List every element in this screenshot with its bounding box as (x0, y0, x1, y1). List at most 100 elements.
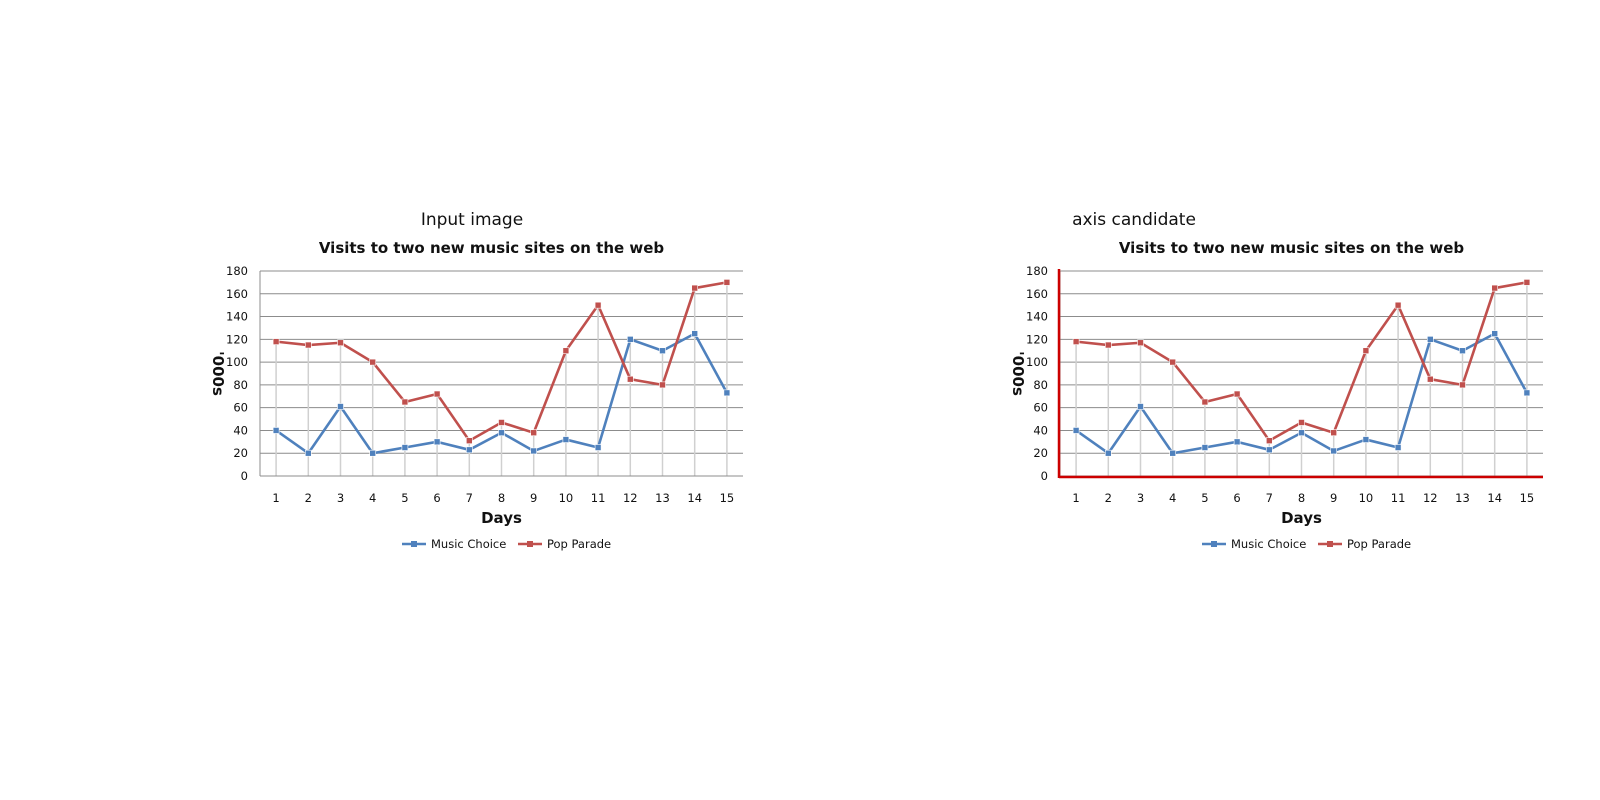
y-tick-label: 60 (1033, 401, 1048, 415)
data-point (1459, 381, 1466, 389)
legend-marker (1211, 541, 1217, 547)
data-point (723, 389, 731, 397)
data-point (1330, 429, 1338, 437)
x-tick-label: 6 (1233, 491, 1240, 505)
x-tick-label: 12 (623, 491, 638, 505)
y-axis-title: '000s (1009, 351, 1027, 396)
x-tick-label: 9 (1330, 491, 1337, 505)
x-tick-label: 7 (1266, 491, 1273, 505)
data-point (433, 390, 441, 398)
data-point (1233, 390, 1241, 398)
y-tick-label: 160 (226, 287, 248, 301)
data-point (1265, 437, 1273, 444)
y-tick-label: 180 (226, 264, 248, 278)
data-point (433, 438, 441, 446)
y-tick-label: 20 (233, 446, 248, 460)
data-point (1072, 338, 1080, 345)
x-tick-label: 1 (272, 491, 279, 505)
y-tick-label: 80 (1033, 378, 1048, 392)
data-point (369, 358, 377, 366)
y-tick-label: 140 (1026, 310, 1048, 324)
x-tick-label: 14 (1487, 491, 1502, 505)
y-tick-label: 20 (1033, 446, 1048, 460)
data-point (1104, 341, 1112, 349)
legend-marker (1327, 541, 1333, 547)
x-tick-label: 12 (1423, 491, 1438, 505)
data-point (594, 301, 602, 309)
x-tick-label: 11 (591, 491, 606, 505)
x-tick-label: 5 (401, 491, 408, 505)
data-point (562, 347, 570, 355)
data-point (1104, 449, 1112, 457)
x-tick-label: 13 (655, 491, 670, 505)
data-point (1137, 339, 1144, 347)
chart-svg: Visits to two new music sites on the web… (1009, 239, 1543, 551)
data-point (337, 403, 344, 410)
y-tick-label: 0 (241, 469, 248, 483)
data-point (369, 449, 377, 457)
x-tick-label: 5 (1201, 491, 1208, 505)
legend-marker (411, 541, 417, 547)
data-point (1523, 389, 1531, 397)
data-point (1523, 279, 1531, 286)
data-point (1426, 336, 1434, 343)
x-tick-label: 7 (466, 491, 473, 505)
data-point (1298, 429, 1305, 437)
x-tick-label: 3 (337, 491, 344, 505)
data-point (272, 427, 280, 434)
data-point (626, 336, 634, 343)
series-line (275, 281, 728, 442)
data-point (1330, 447, 1338, 455)
y-tick-label: 100 (1026, 355, 1048, 369)
data-point (465, 437, 473, 444)
data-point (1201, 444, 1209, 451)
x-tick-label: 4 (369, 491, 376, 505)
y-tick-label: 100 (226, 355, 248, 369)
data-point (1394, 444, 1402, 451)
legend-label: Music Choice (1231, 537, 1306, 551)
x-axis-title: Days (481, 509, 522, 527)
x-tick-label: 6 (433, 491, 440, 505)
data-point (530, 447, 538, 455)
x-tick-label: 10 (1359, 491, 1374, 505)
x-tick-label: 2 (305, 491, 312, 505)
data-point (691, 330, 699, 337)
data-point (1491, 284, 1499, 292)
data-point (1233, 438, 1241, 446)
y-tick-label: 160 (1026, 287, 1048, 301)
legend-label: Pop Parade (547, 537, 611, 551)
y-tick-label: 0 (1041, 469, 1048, 483)
data-point (562, 436, 570, 443)
x-tick-label: 2 (1105, 491, 1112, 505)
x-tick-label: 8 (1298, 491, 1305, 505)
x-tick-label: 1 (1072, 491, 1079, 505)
panel-caption: Input image (420, 210, 524, 230)
panel-axis-candidate: axis candidate Visits to two new music s… (800, 0, 1600, 800)
data-point (626, 375, 634, 383)
data-point (304, 449, 312, 457)
data-point (659, 347, 666, 355)
data-point (465, 446, 473, 454)
data-point (1362, 347, 1370, 355)
chart-svg: Visits to two new music sites on the web… (209, 239, 743, 551)
x-axis-title: Days (1281, 509, 1322, 527)
data-point (498, 419, 505, 426)
x-tick-label: 15 (1520, 491, 1535, 505)
legend-label: Pop Parade (1347, 537, 1411, 551)
data-point (272, 338, 280, 345)
x-tick-label: 11 (1391, 491, 1406, 505)
data-point (337, 339, 344, 347)
x-tick-label: 8 (498, 491, 505, 505)
data-point (304, 341, 312, 349)
y-tick-label: 180 (1026, 264, 1048, 278)
data-point (1491, 330, 1499, 337)
data-point (659, 381, 666, 389)
data-point (401, 398, 409, 406)
y-tick-label: 140 (226, 310, 248, 324)
panel-caption: axis candidate (1072, 210, 1196, 230)
y-tick-label: 120 (226, 332, 248, 346)
data-point (691, 284, 699, 292)
x-tick-label: 13 (1455, 491, 1470, 505)
data-point (498, 429, 505, 437)
y-tick-label: 40 (1033, 423, 1048, 437)
